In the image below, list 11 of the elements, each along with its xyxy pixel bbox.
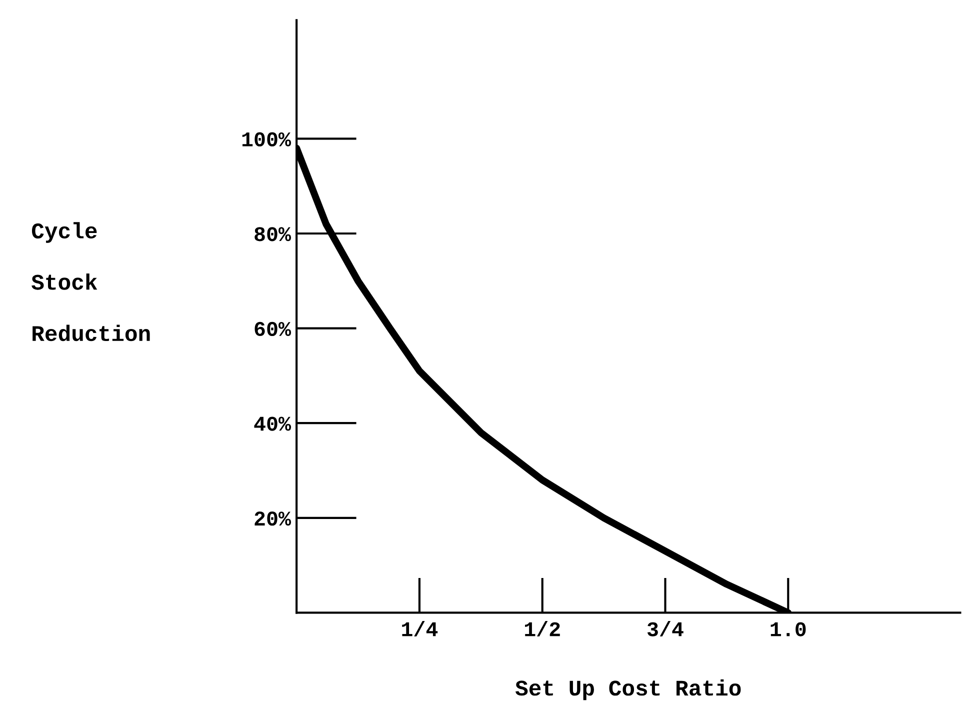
x-axis-title: Set Up Cost Ratio xyxy=(515,679,741,700)
y-tick-label: 20% xyxy=(254,512,292,526)
x-tick-label: 1/2 xyxy=(525,621,560,636)
y-tick-label: 100% xyxy=(242,132,292,146)
x-tick-label: 3/4 xyxy=(647,621,684,636)
x-tick-label: 1/4 xyxy=(402,621,438,636)
y-tick-label: 60% xyxy=(254,322,292,336)
y-tick-label: 80% xyxy=(254,227,292,242)
text: Cycle Stock Reduction xyxy=(32,222,150,342)
x-tick-label: 1.0 xyxy=(770,622,806,636)
y-tick-label: 40% xyxy=(254,416,292,431)
